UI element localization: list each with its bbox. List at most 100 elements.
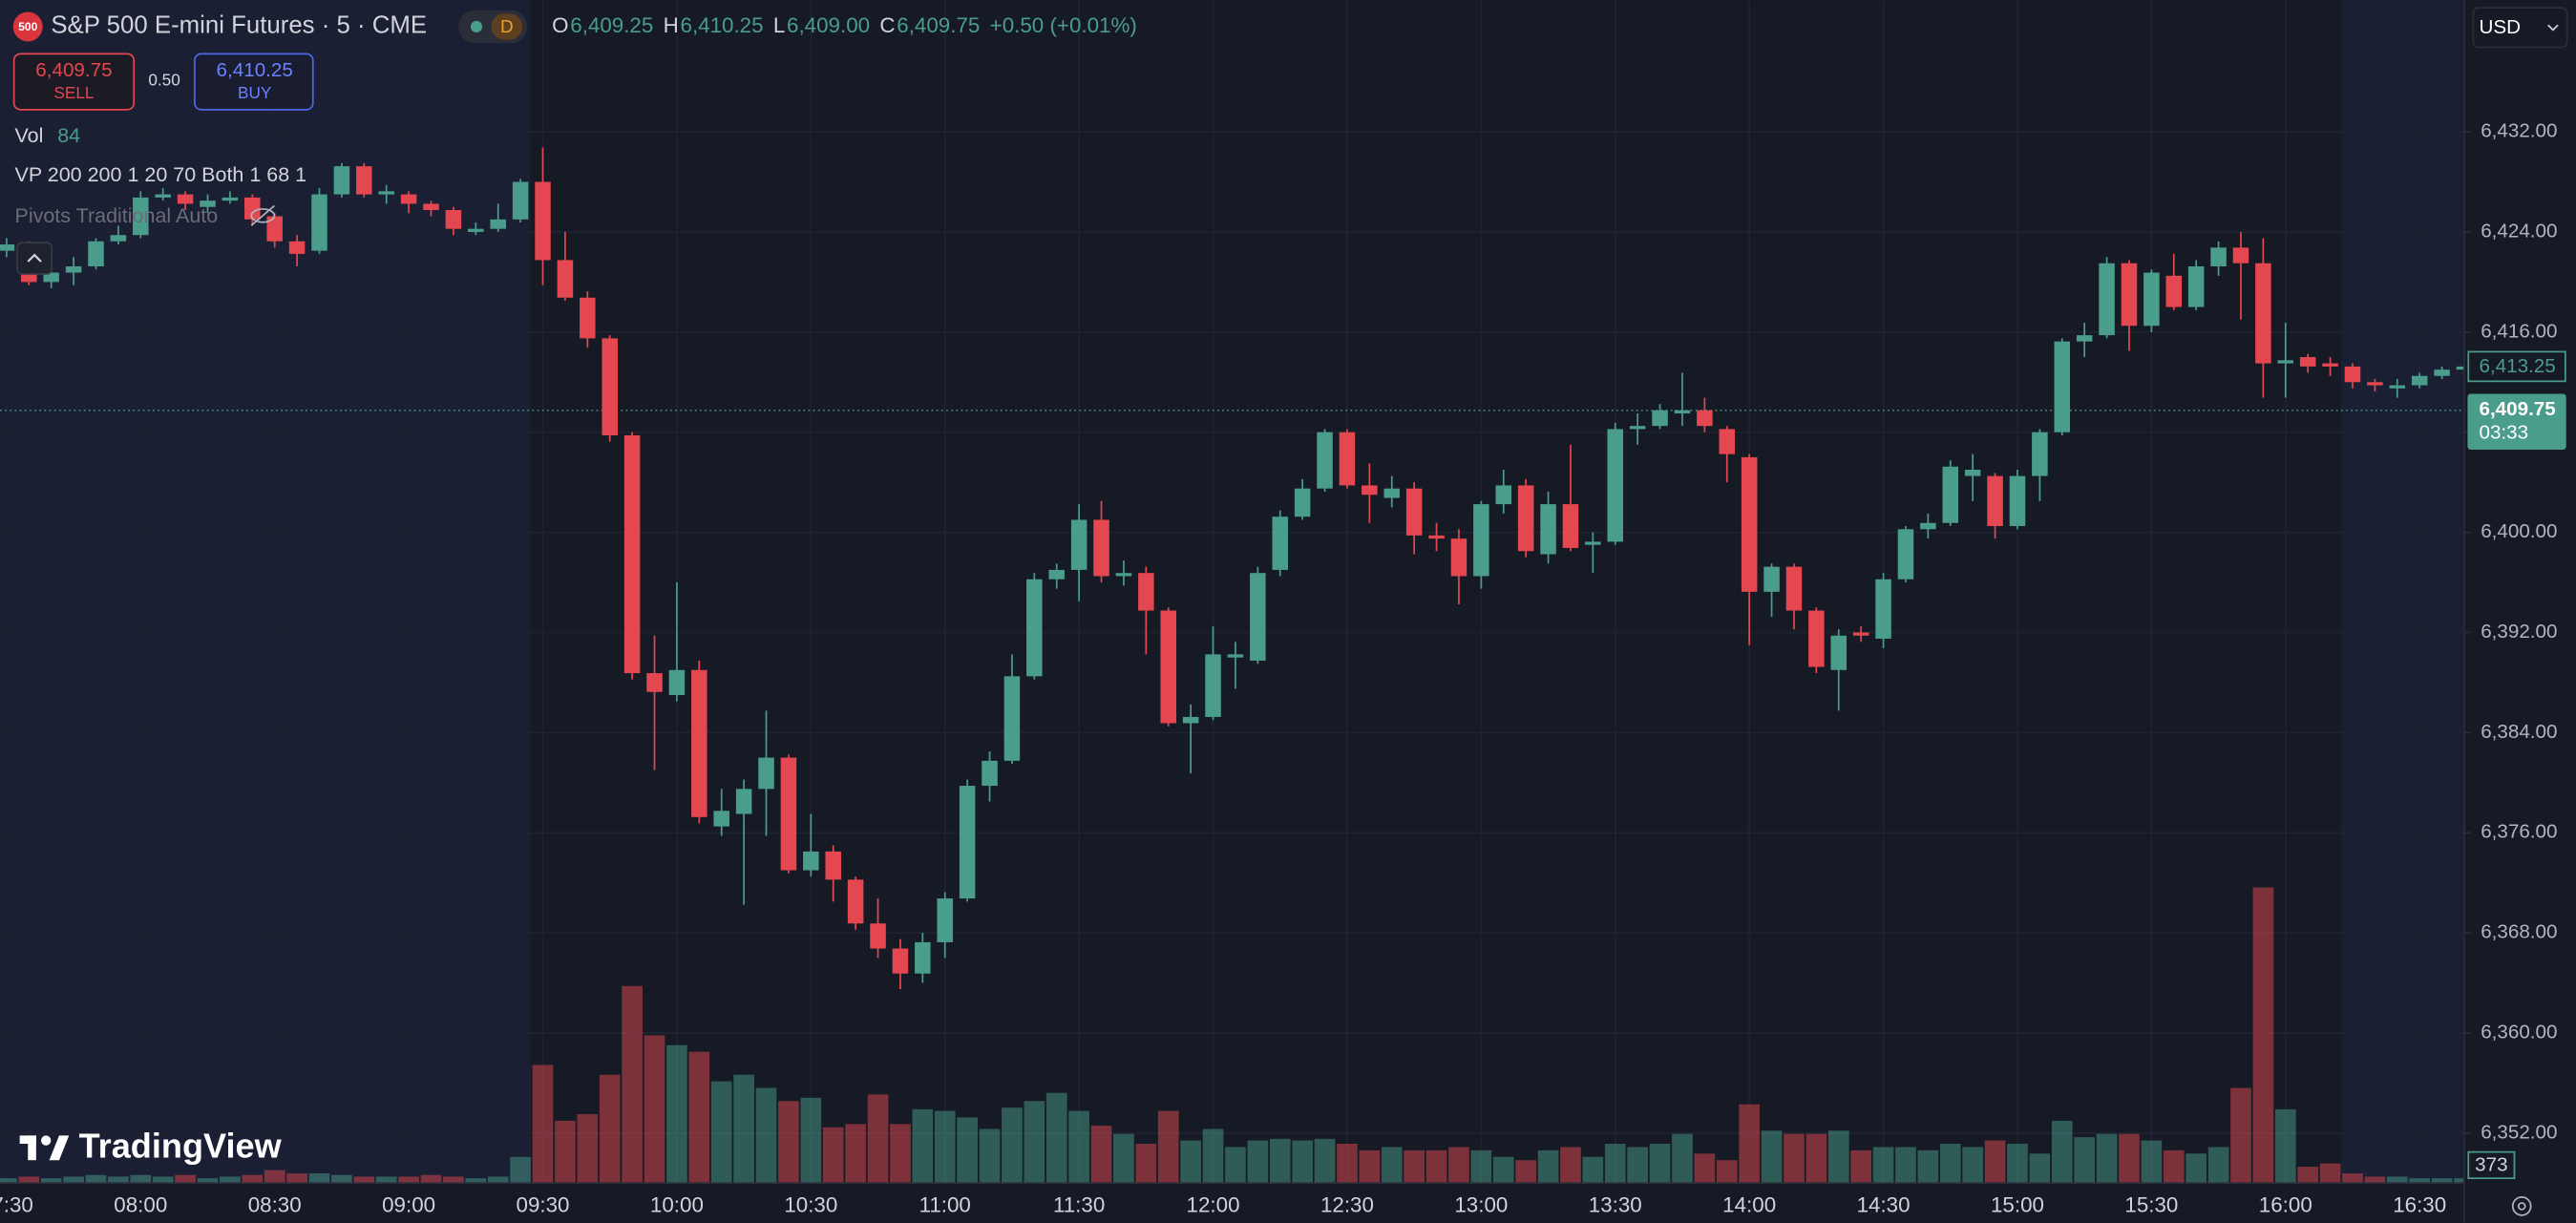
volume-bar (308, 1172, 330, 1184)
candle-body (2009, 475, 2026, 527)
indicator-name[interactable]: Vol (14, 124, 43, 147)
candle-body (1026, 579, 1043, 677)
volume-bar (2319, 1163, 2341, 1184)
volume-bar (979, 1128, 1001, 1184)
candle-body (1115, 573, 1132, 577)
candle-body (1562, 504, 1579, 548)
candle-body (1383, 488, 1401, 498)
volume-bar (778, 1101, 799, 1184)
volume-bar (420, 1174, 442, 1184)
volume-bar (2029, 1153, 2051, 1184)
currency-caret (2547, 24, 2559, 32)
indicator-name[interactable]: VP 200 200 1 20 70 Both 1 68 1 (14, 163, 306, 186)
volume-bar (1314, 1138, 1336, 1184)
volume-bar (2364, 1176, 2386, 1184)
x-tick-label: 07:30 (0, 1192, 33, 1216)
volume-bar (1827, 1130, 1849, 1184)
ohlc-value: 6,410.25 (681, 13, 764, 37)
candle-body (2389, 385, 2406, 389)
x-tick-label: 09:30 (517, 1192, 570, 1216)
volume-bar (353, 1176, 375, 1184)
volume-bar (1002, 1107, 1023, 1184)
volume-bar (1850, 1149, 1872, 1184)
candle-body (735, 789, 752, 814)
volume-bar (2409, 1178, 2431, 1184)
candle-body (691, 669, 707, 817)
candle-body (2299, 357, 2316, 367)
candle-body (88, 241, 104, 266)
candle-body (803, 851, 819, 871)
candle-body (1719, 429, 1736, 454)
collapse-button[interactable] (16, 242, 53, 275)
candle-body (892, 948, 909, 974)
y-tick-label: 6,376.00 (2481, 821, 2557, 843)
candle-body (1763, 566, 1780, 592)
volume-bar (1045, 1092, 1067, 1184)
volume-bar (2074, 1137, 2096, 1184)
candle-body (1964, 470, 1981, 476)
volume-bar (1113, 1133, 1134, 1184)
candle-body (1897, 529, 1914, 580)
volume-bar (666, 1044, 687, 1184)
volume-bar (1515, 1160, 1536, 1184)
currency-select[interactable] (2472, 7, 2568, 49)
sell-price: 6,409.75 (35, 59, 112, 81)
volume-bar (1292, 1140, 1313, 1184)
candle-body (1272, 517, 1288, 570)
x-tick-label: 08:30 (248, 1192, 302, 1216)
eye-slash (250, 204, 275, 226)
candle-body (825, 851, 841, 880)
volume-bar (644, 1035, 665, 1184)
volume-bar (710, 1081, 732, 1184)
candle-body (1741, 456, 1758, 592)
volume-bar (1649, 1143, 1671, 1184)
volume-bar (532, 1065, 554, 1184)
candle-body (2456, 366, 2464, 370)
badge-bg (491, 13, 523, 40)
volume-bar (0, 1178, 17, 1184)
candle-body (2232, 247, 2249, 264)
candle-body (2255, 263, 2271, 364)
x-tick-label: 10:00 (650, 1192, 704, 1216)
settings-icon[interactable] (2511, 1196, 2532, 1216)
y-tick-label: 6,424.00 (2481, 220, 2557, 242)
volume-bar (688, 1051, 710, 1184)
candle-body (244, 197, 261, 220)
sell-button[interactable] (12, 53, 136, 111)
candle-body (1405, 488, 1423, 536)
candle-body (1182, 716, 1199, 724)
volume-bar (934, 1110, 956, 1184)
candle-body (758, 757, 774, 790)
volume-bar (1560, 1147, 1581, 1184)
buy-button[interactable] (194, 53, 314, 111)
candle-body (535, 181, 551, 261)
y-tick-label: 6,416.00 (2481, 320, 2557, 342)
candle-body (1250, 573, 1266, 661)
ohlc-legend: O 6,409.25 H 6,410.25 L 6,409.00 C 6,409.75 +0.5… (552, 13, 1137, 37)
candle-body (356, 166, 372, 195)
volume-bar (755, 1087, 777, 1184)
candle-body (2322, 363, 2338, 367)
last-price-box (2467, 393, 2566, 451)
hidden-icon[interactable] (250, 204, 276, 226)
ohlc-key: L (773, 13, 785, 37)
volume-bar (2185, 1153, 2207, 1184)
currency: USD (2479, 16, 2521, 38)
price-marker-label: 6,413.25 (2479, 355, 2555, 377)
logo-shape (41, 1135, 52, 1146)
indicator-name[interactable]: Pivots Traditional Auto (14, 204, 218, 227)
volume-bar (1917, 1149, 1939, 1184)
buy-label: BUY (238, 83, 272, 102)
volume-bar (867, 1094, 889, 1184)
volume-bar (1425, 1149, 1447, 1184)
volume-bar (1068, 1110, 1089, 1184)
volume-bar (487, 1176, 509, 1184)
symbol-title[interactable]: S&P 500 E-mini Futures · 5 · CME (51, 12, 427, 39)
candle-body (288, 241, 306, 254)
grid (0, 0, 2464, 1184)
candle-body (200, 200, 216, 207)
candle-body (43, 272, 59, 283)
candle-body (1607, 429, 1624, 542)
candle-body (2032, 432, 2048, 476)
candle-body (490, 219, 506, 229)
